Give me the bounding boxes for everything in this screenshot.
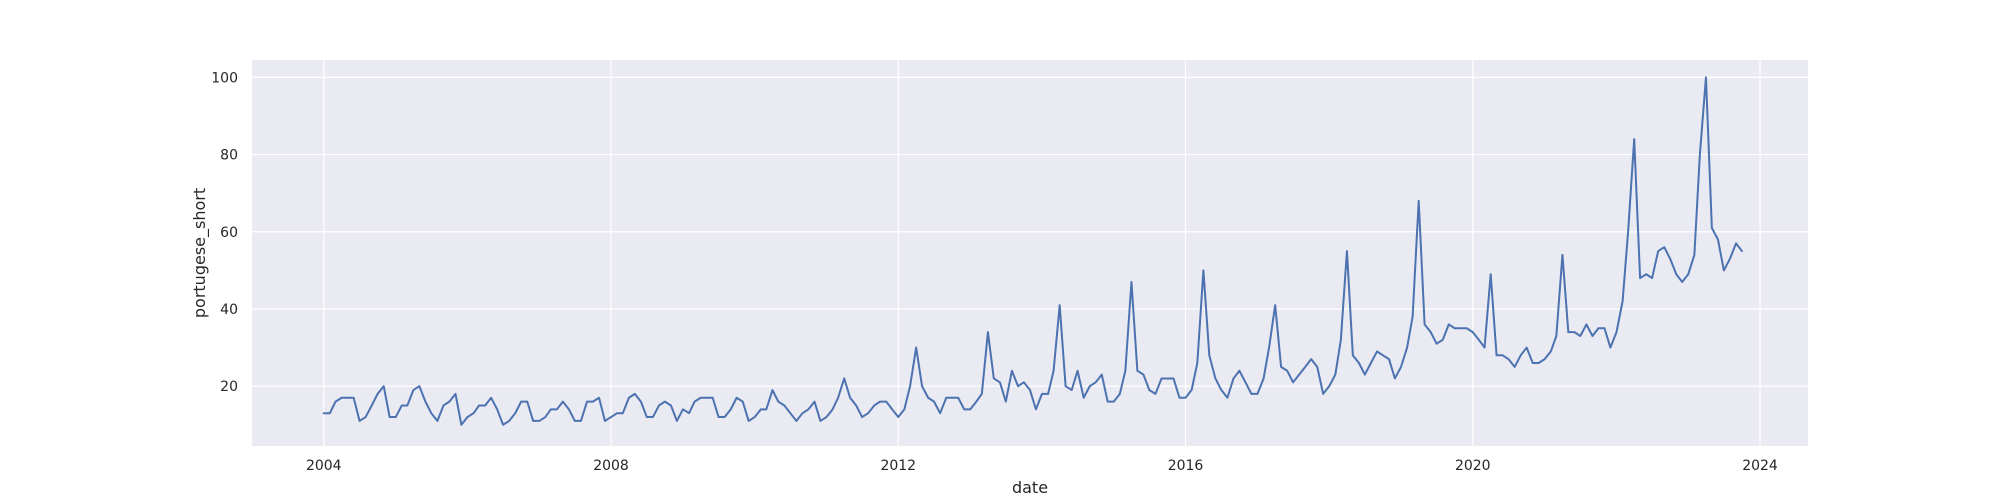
y-tick-labels: 20 40 60 80 100 (211, 70, 238, 395)
x-tick-label: 2008 (593, 458, 629, 474)
x-tick-label: 2012 (880, 458, 916, 474)
series-line (322, 76, 1743, 426)
y-axis-label: portugese_short (190, 188, 210, 318)
x-axis-label: date (1012, 478, 1048, 497)
y-tick-label: 100 (211, 70, 238, 86)
y-tick-label: 20 (220, 379, 238, 395)
x-tick-label: 2016 (1168, 458, 1204, 474)
y-tick-label: 80 (220, 148, 238, 164)
y-tick-label: 60 (220, 225, 238, 241)
y-gridlines (252, 76, 1808, 387)
x-tick-labels: 2004 2008 2012 2016 2020 2024 (306, 458, 1778, 474)
y-tick-label: 40 (220, 302, 238, 318)
x-tick-label: 2020 (1455, 458, 1491, 474)
x-tick-label: 2004 (306, 458, 342, 474)
plot-background (252, 60, 1808, 446)
x-gridlines (323, 60, 1761, 446)
x-tick-label: 2024 (1742, 458, 1778, 474)
